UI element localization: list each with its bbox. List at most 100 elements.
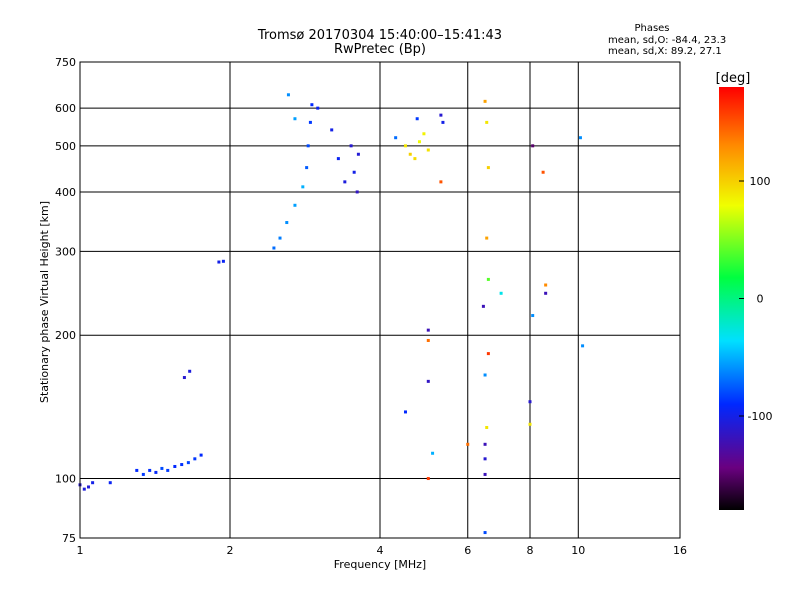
data-point: [408, 152, 412, 156]
data-point: [82, 487, 86, 491]
data-points: [78, 93, 585, 535]
x-tick-labels: 1 2 4 6 8 10 16: [77, 544, 688, 557]
data-point: [417, 140, 421, 144]
data-point: [285, 221, 289, 225]
colorbar: [deg] 100 0 -100: [716, 71, 772, 510]
plot-frame: [79, 61, 681, 539]
data-point: [188, 369, 192, 373]
data-point: [483, 472, 487, 476]
y-tick-label: 300: [55, 245, 76, 258]
data-point: [154, 470, 158, 474]
data-point: [193, 457, 197, 461]
x-tick-label: 6: [464, 544, 471, 557]
data-point: [160, 466, 164, 470]
data-point: [293, 203, 297, 207]
x-tick-label: 8: [527, 544, 534, 557]
data-point: [308, 120, 312, 124]
data-point: [483, 442, 487, 446]
data-point: [578, 136, 582, 140]
data-point: [135, 468, 139, 472]
data-point: [485, 120, 489, 124]
x-tick-label: 10: [571, 544, 585, 557]
data-point: [166, 468, 170, 472]
data-point: [173, 464, 177, 468]
data-point: [91, 481, 95, 485]
data-point: [301, 185, 305, 189]
phases-o-stats: mean, sd,O: -84.4, 23.3: [608, 35, 726, 46]
data-point: [394, 136, 398, 140]
data-point: [286, 93, 290, 97]
data-point: [483, 457, 487, 461]
data-point: [485, 425, 489, 429]
data-point: [199, 453, 203, 457]
data-point: [483, 99, 487, 103]
data-point: [439, 180, 443, 184]
data-point: [305, 166, 309, 170]
y-tick-label: 400: [55, 186, 76, 199]
x-tick-label: 2: [227, 544, 234, 557]
colorbar-ticks: 100 0 -100: [739, 175, 772, 423]
data-point: [426, 338, 430, 342]
chart-subtitle: RwPretec (Bp): [334, 42, 426, 57]
data-point: [544, 283, 548, 287]
data-point: [426, 477, 430, 481]
data-point: [293, 117, 297, 121]
data-point: [413, 157, 417, 161]
y-axis-label: Stationary phase Virtual Height [km]: [38, 201, 51, 403]
data-point: [466, 442, 470, 446]
x-tick-label: 1: [77, 544, 84, 557]
data-point: [217, 260, 221, 264]
data-point: [483, 373, 487, 377]
data-point: [581, 344, 585, 348]
data-point: [528, 422, 532, 426]
data-point: [148, 468, 152, 472]
data-point: [483, 531, 487, 535]
grid-lines: [80, 62, 680, 538]
y-tick-labels: 75 100 200 300 400 500 600 750: [55, 56, 76, 545]
y-tick-label: 200: [55, 329, 76, 342]
x-tick-label: 4: [377, 544, 384, 557]
colorbar-tick-label: 0: [757, 293, 764, 306]
data-point: [441, 120, 445, 124]
data-point: [352, 170, 356, 174]
y-tick-label: 100: [55, 473, 76, 486]
data-point: [541, 170, 545, 174]
data-point: [499, 291, 503, 295]
data-point: [531, 314, 535, 318]
data-point: [426, 148, 430, 152]
data-point: [310, 103, 314, 107]
phases-heading: Phases: [634, 23, 669, 34]
data-point: [278, 236, 282, 240]
data-point: [544, 291, 548, 295]
data-point: [486, 277, 490, 281]
data-point: [221, 259, 225, 263]
colorbar-label: [deg]: [716, 71, 751, 86]
chart-title: Tromsø 20170304 15:40:00–15:41:43: [257, 28, 502, 43]
y-tick-label: 750: [55, 56, 76, 69]
phases-x-stats: mean, sd,X: 89.2, 27.1: [608, 46, 722, 57]
data-point: [486, 352, 490, 356]
data-point: [306, 144, 310, 148]
data-point: [86, 485, 90, 489]
data-point: [426, 328, 430, 332]
data-point: [316, 106, 320, 110]
data-point: [108, 481, 112, 485]
data-point: [349, 144, 353, 148]
data-point: [186, 461, 190, 465]
data-point: [426, 379, 430, 383]
data-point: [431, 451, 435, 455]
data-point: [415, 117, 419, 121]
data-point: [481, 304, 485, 308]
data-point: [403, 144, 407, 148]
data-point: [355, 190, 359, 194]
data-point: [439, 113, 443, 117]
data-point: [141, 472, 145, 476]
data-point: [180, 463, 184, 467]
colorbar-tick-label: -100: [748, 410, 773, 423]
y-tick-label: 75: [62, 532, 76, 545]
data-point: [356, 152, 360, 156]
data-point: [485, 236, 489, 240]
data-point: [272, 246, 276, 250]
data-point: [336, 157, 340, 161]
